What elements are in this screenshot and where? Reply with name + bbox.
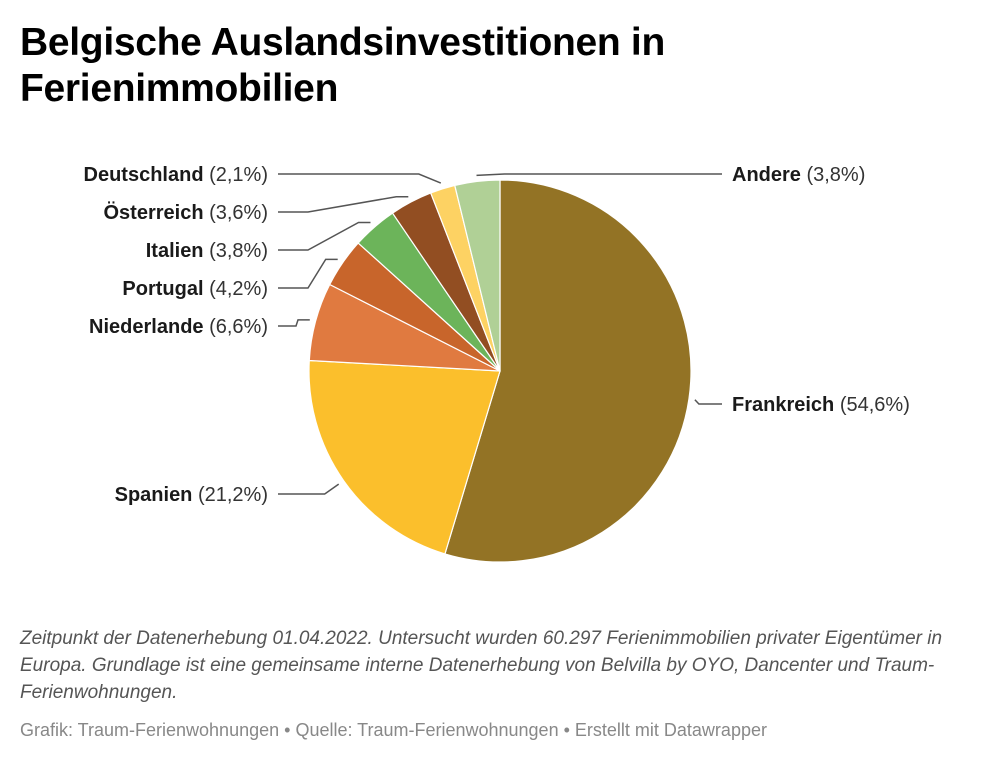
- slice-label-name: Österreich: [103, 201, 209, 224]
- slice-label-value: (3,8%): [209, 240, 268, 262]
- slice-label-name: Niederlande: [89, 316, 209, 338]
- leader-line-osterreich: [278, 195, 409, 213]
- pie-slices: [308, 179, 692, 563]
- leader-line-deutschland: [278, 173, 442, 184]
- slice-label-andere: Andere (3,8%): [732, 164, 865, 186]
- slice-label-name: Portugal: [122, 278, 209, 300]
- chart-title: Belgische Auslandsinvestitionen in Ferie…: [20, 21, 665, 110]
- slice-label-frankreich: Frankreich (54,6%): [732, 394, 910, 416]
- slice-label-portugal: Portugal (4,2%): [122, 278, 268, 300]
- pie-chart: Frankreich (54,6%) Spanien (21,2%) Niederl…: [84, 164, 910, 563]
- slice-labels: Frankreich (54,6%) Spanien (21,2%) Niederl…: [84, 164, 910, 506]
- leader-line-portugal: [278, 258, 338, 289]
- pie-slice-spanien: [308, 359, 501, 555]
- byline-quelle: Quelle: Traum-Ferienwohnungen: [295, 720, 559, 740]
- slice-label-value: (6,6%): [209, 316, 268, 338]
- pie-slice-andere: [454, 179, 501, 372]
- byline-separator: •: [558, 720, 575, 740]
- slice-label-value: (4,2%): [209, 278, 268, 300]
- byline-separator: •: [279, 720, 296, 740]
- slice-label-value: (3,6%): [209, 202, 268, 224]
- slice-label-value: (2,1%): [209, 164, 268, 186]
- slice-label-name: Deutschland: [84, 164, 210, 186]
- slice-label-value: (3,8%): [806, 164, 865, 186]
- slice-label-deutschland: Deutschland (2,1%): [84, 164, 268, 186]
- slice-label-niederlande: Niederlande (6,6%): [89, 316, 268, 338]
- leader-line-italien: [278, 221, 371, 251]
- slice-label-spanien: Spanien (21,2%): [115, 484, 268, 506]
- slice-label-osterreich: Österreich (3,6%): [103, 201, 268, 224]
- byline-erstellt: Erstellt mit Datawrapper: [574, 720, 767, 740]
- chart-notes: Zeitpunkt der Datenerhebung 01.04.2022. …: [20, 628, 943, 703]
- slice-label-italien: Italien (3,8%): [146, 240, 268, 262]
- chart-byline: Grafik: Traum-Ferienwohnungen • Quelle: …: [20, 718, 980, 742]
- leader-line-andere: [476, 173, 722, 177]
- slice-label-value: (54,6%): [840, 394, 910, 416]
- byline-grafik: Grafik: Traum-Ferienwohnungen: [20, 720, 280, 740]
- leader-line-niederlande: [278, 319, 310, 327]
- leader-line-spanien: [278, 483, 340, 495]
- slice-label-value: (21,2%): [198, 484, 268, 506]
- leader-lines: [278, 173, 722, 495]
- slice-label-name: Andere: [732, 164, 806, 186]
- slice-label-name: Frankreich: [732, 394, 840, 416]
- slice-label-name: Spanien: [115, 484, 198, 506]
- leader-line-frankreich: [694, 399, 722, 405]
- slice-label-name: Italien: [146, 240, 209, 262]
- pie-slice-frankreich: [444, 179, 692, 563]
